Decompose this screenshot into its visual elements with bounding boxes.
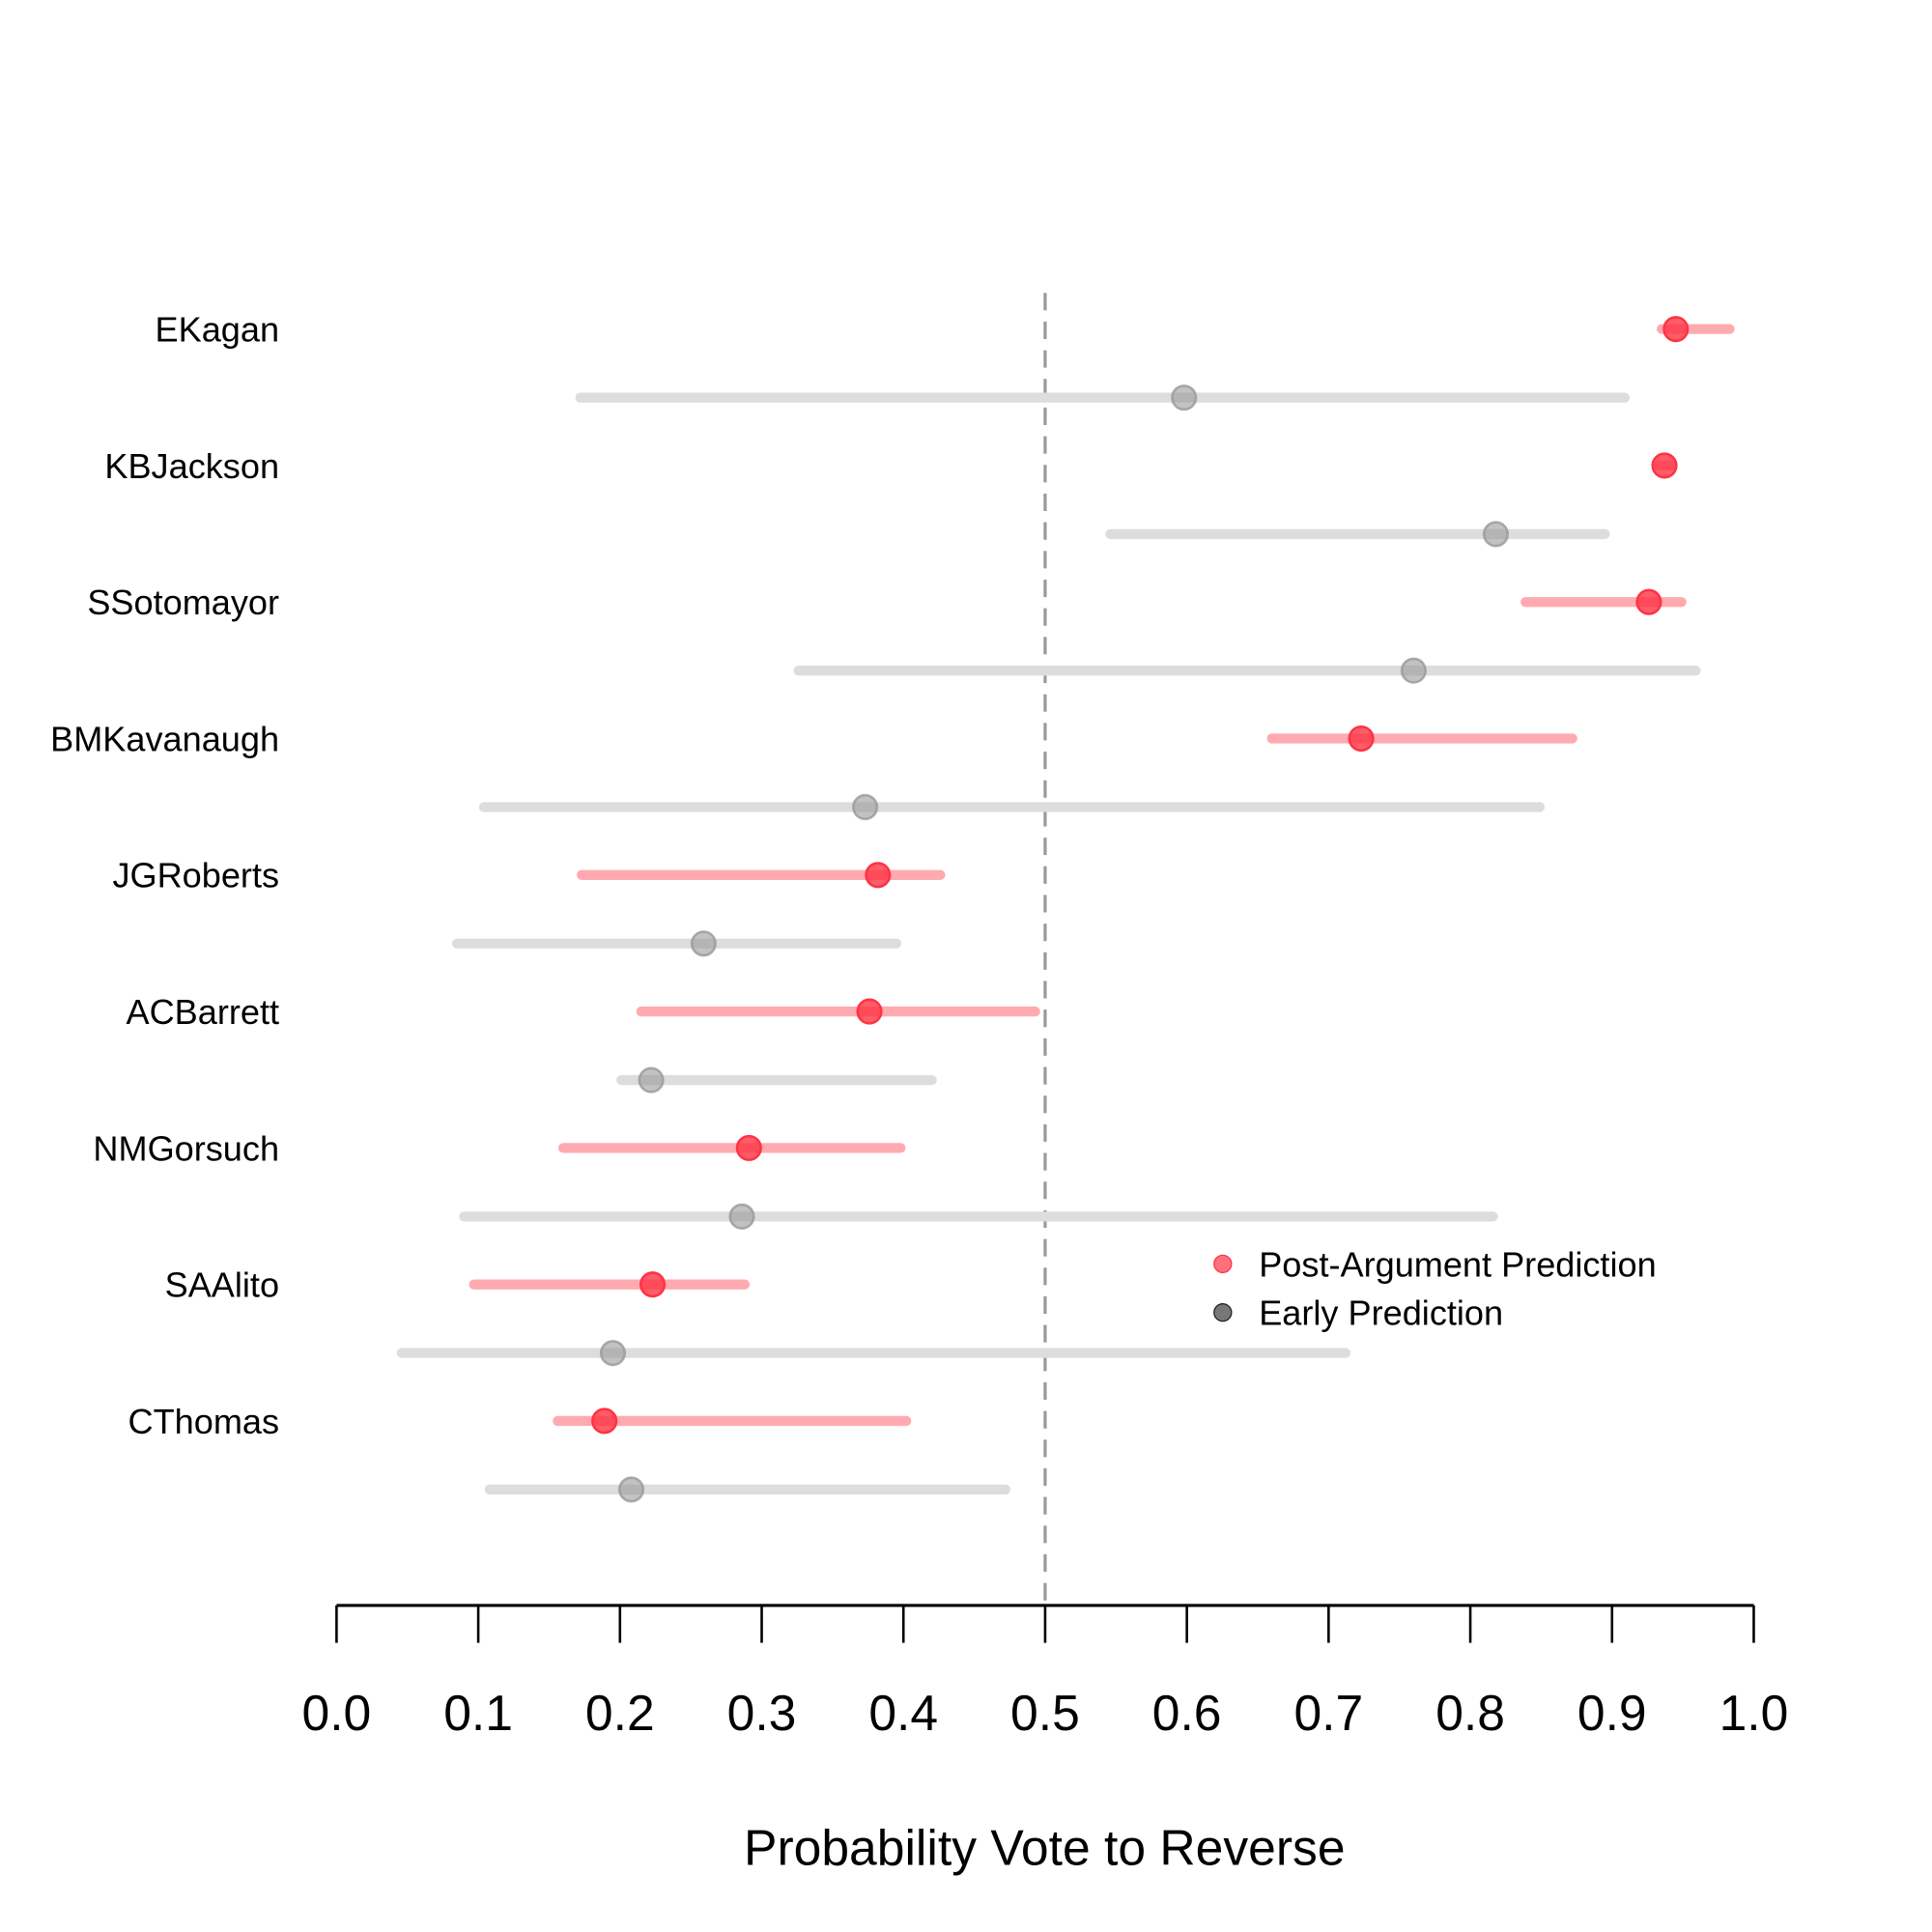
x-tick-label: 1.0 — [1719, 1685, 1789, 1741]
post-point — [1635, 588, 1662, 615]
x-tick-label: 0.7 — [1293, 1685, 1363, 1741]
post-point — [591, 1407, 618, 1435]
x-tick-label: 0.4 — [868, 1685, 938, 1741]
justice-label: NMGorsuch — [93, 1128, 279, 1168]
post-point — [1651, 452, 1678, 479]
post-point — [735, 1134, 762, 1161]
post-point — [1662, 316, 1690, 343]
early-point — [638, 1066, 665, 1094]
legend-label-early: Early Prediction — [1259, 1293, 1503, 1333]
early-point — [852, 793, 879, 821]
justice-label: BMKavanaugh — [50, 719, 279, 758]
justice-label: ACBarrett — [127, 992, 280, 1032]
early-point — [690, 930, 717, 957]
justice-label: CThomas — [128, 1402, 280, 1441]
x-tick-label: 0.9 — [1577, 1685, 1647, 1741]
early-point — [1400, 657, 1427, 684]
justice-label: SAAlito — [165, 1265, 279, 1305]
early-point — [1171, 384, 1198, 412]
legend-label-post: Post-Argument Prediction — [1259, 1244, 1656, 1284]
justice-label: KBJackson — [104, 446, 279, 486]
x-tick-label: 0.2 — [585, 1685, 655, 1741]
x-tick-label: 0.6 — [1152, 1685, 1222, 1741]
x-axis-label: Probability Vote to Reverse — [744, 1819, 1346, 1875]
x-axis: 0.0 0.1 0.2 0.3 0.4 0.5 0.6 0.7 0.8 0.9 1.0 — [302, 1604, 1789, 1741]
x-tick-label: 0.5 — [1010, 1685, 1080, 1741]
justice-label: SSotomayor — [87, 582, 279, 622]
x-tick-label: 0.0 — [302, 1685, 372, 1741]
early-point — [1482, 521, 1510, 548]
justice-label: EKagan — [156, 310, 279, 350]
x-tick-label: 0.1 — [443, 1685, 513, 1741]
post-point — [856, 998, 883, 1025]
justice-label: JGRoberts — [112, 856, 279, 895]
early-point — [728, 1203, 755, 1230]
x-tick-label: 0.3 — [727, 1685, 797, 1741]
post-point — [639, 1271, 667, 1298]
legend: Post-Argument Prediction Early Predictio… — [1213, 1244, 1657, 1333]
legend-marker-early — [1213, 1303, 1233, 1322]
post-point — [1348, 724, 1375, 753]
early-point — [599, 1340, 627, 1367]
early-point — [617, 1476, 645, 1503]
x-tick-label: 0.8 — [1435, 1685, 1505, 1741]
legend-marker-post — [1213, 1254, 1233, 1274]
post-point — [865, 862, 892, 889]
